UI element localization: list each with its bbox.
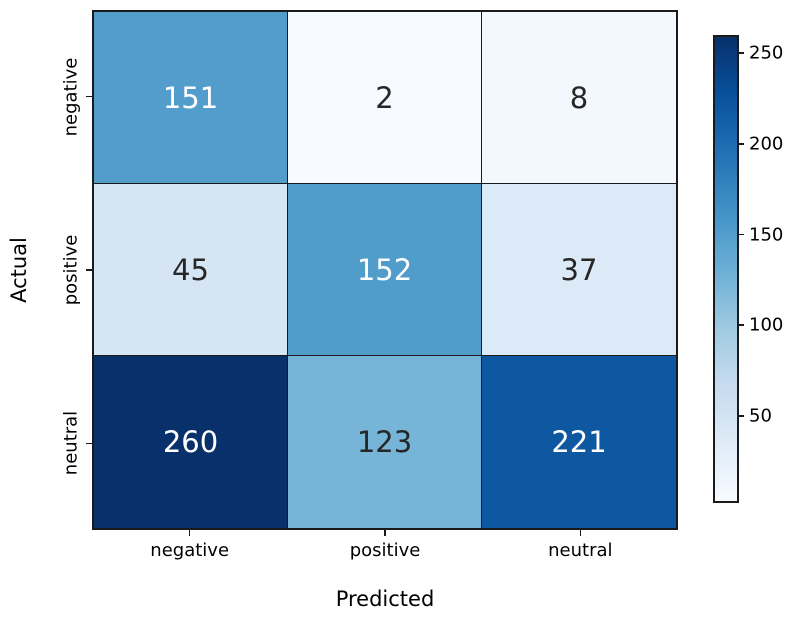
- y-axis-label: Actual: [7, 237, 31, 303]
- heatmap-cell-negative-positive: 2: [288, 12, 482, 184]
- heatmap-cell-positive-negative: 45: [94, 184, 288, 356]
- heatmap-cell-neutral-negative: 260: [94, 356, 288, 528]
- heatmap-cell-positive-neutral: 37: [482, 184, 676, 356]
- colorbar-tick-mark: [739, 52, 744, 54]
- colorbar-tick-mark: [739, 143, 744, 145]
- heatmap-cell-negative-neutral: 8: [482, 12, 676, 184]
- heatmap-cell-neutral-neutral: 221: [482, 356, 676, 528]
- y-tick-mark: [86, 269, 92, 271]
- y-tick-label-negative: negative: [60, 57, 82, 137]
- heatmap-cell-negative-negative: 151: [94, 12, 288, 184]
- x-tick-label-negative: negative: [150, 540, 230, 561]
- y-tick-label-positive: positive: [60, 234, 82, 306]
- colorbar-tick-label-100: 100: [749, 314, 784, 336]
- colorbar-tick-label-150: 150: [749, 224, 784, 246]
- y-tick-mark: [86, 95, 92, 98]
- y-tick-mark: [86, 442, 92, 445]
- colorbar-tick-mark: [739, 233, 744, 236]
- x-axis-label: Predicted: [335, 587, 435, 611]
- colorbar: [713, 35, 739, 503]
- colorbar-tick-label-50: 50: [749, 405, 772, 427]
- x-tick-mark: [579, 530, 582, 536]
- x-tick-label-neutral: neutral: [548, 540, 613, 561]
- colorbar-tick-label-250: 250: [749, 42, 784, 64]
- heatmap-cell-neutral-positive: 123: [288, 356, 482, 528]
- x-tick-mark: [384, 530, 386, 536]
- colorbar-tick-label-200: 200: [749, 133, 784, 155]
- x-tick-label-positive: positive: [349, 540, 421, 561]
- colorbar-tick-mark: [739, 324, 744, 326]
- x-tick-mark: [188, 530, 191, 536]
- colorbar-tick-mark: [739, 415, 744, 417]
- y-tick-label-neutral: neutral: [60, 411, 82, 476]
- heatmap-plot-area: 151 2 8 45 152 37 260 123 221: [92, 10, 678, 530]
- heatmap-cell-positive-positive: 152: [288, 184, 482, 356]
